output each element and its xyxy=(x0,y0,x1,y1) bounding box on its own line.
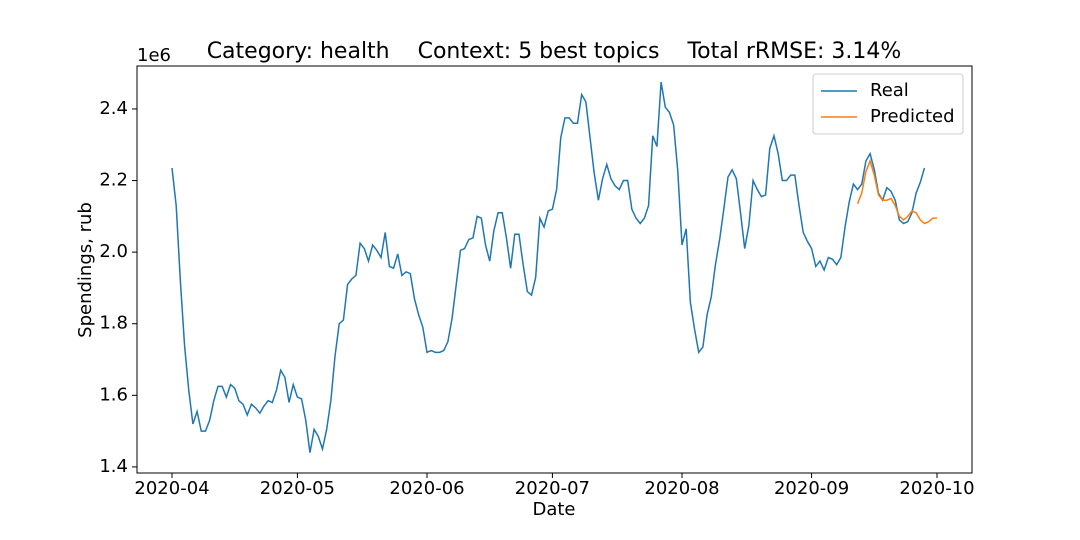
x-tick-label: 2020-06 xyxy=(389,478,464,499)
y-tick-label: 2.0 xyxy=(99,241,128,262)
x-tick-label: 2020-09 xyxy=(774,478,849,499)
x-tick-label: 2020-07 xyxy=(515,478,590,499)
x-axis-label: Date xyxy=(532,499,575,520)
y-tick-label: 1.6 xyxy=(99,384,128,405)
data-line xyxy=(171,81,926,453)
y-tick-label: 1.8 xyxy=(99,313,128,334)
x-tick-label: 2020-05 xyxy=(260,478,335,499)
y-tick-label: 2.2 xyxy=(99,170,128,191)
y-tick-label: 1.4 xyxy=(99,456,128,477)
legend-box xyxy=(812,73,964,135)
legend-label: Real xyxy=(870,80,909,101)
y-offset-label: 1e6 xyxy=(137,45,171,66)
x-tick-label: 2020-08 xyxy=(644,478,719,499)
x-tick-label: 2020-04 xyxy=(134,478,209,499)
y-tick-label: 2.4 xyxy=(99,98,128,119)
y-axis-label: Spendings, rub xyxy=(75,202,96,338)
chart-title: Category: health Context: 5 best topics … xyxy=(207,39,902,64)
legend-label: Predicted xyxy=(870,106,955,127)
x-tick-label: 2020-10 xyxy=(899,478,974,499)
data-line xyxy=(856,158,937,225)
plot-frame xyxy=(136,65,973,474)
